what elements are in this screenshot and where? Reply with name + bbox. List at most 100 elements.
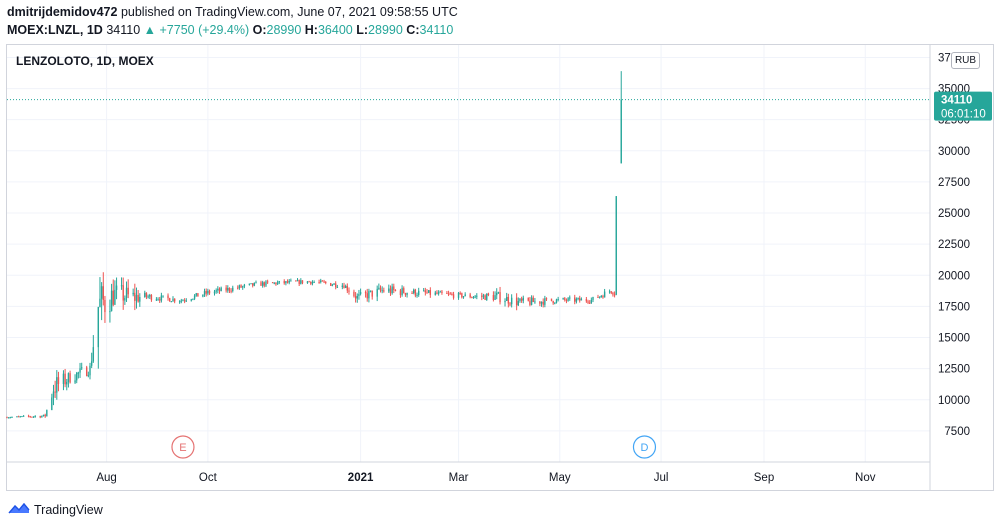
high-value: 36400 <box>317 23 353 37</box>
candle-body <box>213 291 216 294</box>
price-change: ▲ +7750 (+29.4%) <box>143 23 250 37</box>
candle-body <box>404 293 407 295</box>
candle-body <box>286 281 289 283</box>
candle-body <box>150 295 153 301</box>
candle-body <box>76 372 78 381</box>
candle-body <box>173 298 176 302</box>
candle-body <box>522 297 524 301</box>
candle-body <box>178 301 181 303</box>
candle-body <box>51 397 53 411</box>
candle-body <box>296 280 299 282</box>
y-tick-label: 10000 <box>938 395 970 407</box>
candle-body <box>510 297 513 305</box>
author-name[interactable]: dmitrijdemidov472 <box>7 5 118 19</box>
candle-body <box>434 292 436 295</box>
candle-body <box>530 297 533 305</box>
candle-body <box>544 298 546 305</box>
candle-body <box>320 280 322 283</box>
candle-body <box>472 297 475 299</box>
candle-body <box>162 295 164 297</box>
candle-body <box>167 295 169 299</box>
candle-body <box>519 298 521 302</box>
candle-body <box>391 286 393 294</box>
candle-body <box>135 294 138 301</box>
candle-body <box>565 299 568 301</box>
time-axis: Aug Oct 2021 Mar May Jul Sep Nov <box>7 461 930 484</box>
candle-body <box>436 292 438 294</box>
tradingview-brand[interactable]: TradingView <box>34 503 103 517</box>
candle-body <box>41 416 43 418</box>
y-tick-label: 22500 <box>938 239 970 251</box>
candle-body <box>469 294 471 298</box>
candle-body <box>577 297 579 299</box>
candle-body <box>298 280 300 284</box>
candle-body <box>379 287 382 291</box>
candle-body <box>388 288 390 292</box>
low-value: 28990 <box>368 23 403 37</box>
candle-body <box>399 290 402 295</box>
high-label: H: <box>304 23 318 37</box>
candle-body <box>295 280 297 282</box>
candle-body <box>441 291 443 293</box>
candle-body <box>515 297 518 306</box>
footer: TradingView <box>7 500 103 520</box>
event-marker-e <box>171 435 195 459</box>
open-label: O: <box>252 23 267 37</box>
candle-body <box>587 301 589 303</box>
candle-body <box>220 287 222 292</box>
candle-body <box>283 281 285 284</box>
candle-body <box>323 281 325 283</box>
candle-body <box>603 291 606 298</box>
candle-body <box>144 292 146 297</box>
candle-body <box>278 281 280 283</box>
candle-body <box>271 282 274 284</box>
candle-body <box>149 295 151 297</box>
x-tick-label: Nov <box>855 472 876 484</box>
candle-body <box>265 281 267 286</box>
candle-body <box>504 300 506 303</box>
candle-body <box>592 296 594 300</box>
x-tick-label: Jul <box>654 472 669 484</box>
candle-body <box>261 282 264 286</box>
y-tick-label: 25000 <box>938 208 970 220</box>
candle-body <box>202 294 204 297</box>
candle-body <box>608 291 611 293</box>
candle-body <box>127 287 129 295</box>
candle-body <box>275 282 277 285</box>
candle-body <box>102 286 104 300</box>
candle-body <box>411 292 413 294</box>
candle-body <box>311 282 314 284</box>
candle-body <box>31 416 33 418</box>
candle-body <box>348 290 350 292</box>
candle-body <box>56 377 58 393</box>
candle-body <box>464 294 466 297</box>
candle-body <box>273 282 275 284</box>
candle-body <box>266 281 269 283</box>
candle-body <box>16 416 18 418</box>
candle-body <box>227 287 229 291</box>
candle-body <box>90 361 93 366</box>
candle-body <box>300 280 302 284</box>
candle-body <box>208 290 211 294</box>
candle-body <box>290 280 292 282</box>
currency-button[interactable]: RUB <box>951 52 980 69</box>
candle-body <box>449 293 451 295</box>
candle-body <box>534 301 536 303</box>
y-tick-label: 7500 <box>944 426 970 438</box>
candle-body <box>306 281 309 284</box>
candle-body <box>334 283 337 287</box>
tradingview-logo-icon[interactable] <box>7 501 31 520</box>
price-tag-value: 34110 <box>941 95 972 107</box>
candle-body <box>574 297 576 302</box>
candle-body <box>197 293 199 297</box>
candle-body <box>92 347 95 362</box>
candle-body <box>225 287 227 291</box>
candle-body <box>100 286 103 299</box>
candle-body <box>183 300 186 302</box>
candle-body <box>125 287 128 299</box>
candle-body <box>122 285 124 301</box>
candle-body <box>243 284 246 287</box>
x-tick-label: Mar <box>449 472 469 484</box>
candle-body <box>613 294 616 296</box>
